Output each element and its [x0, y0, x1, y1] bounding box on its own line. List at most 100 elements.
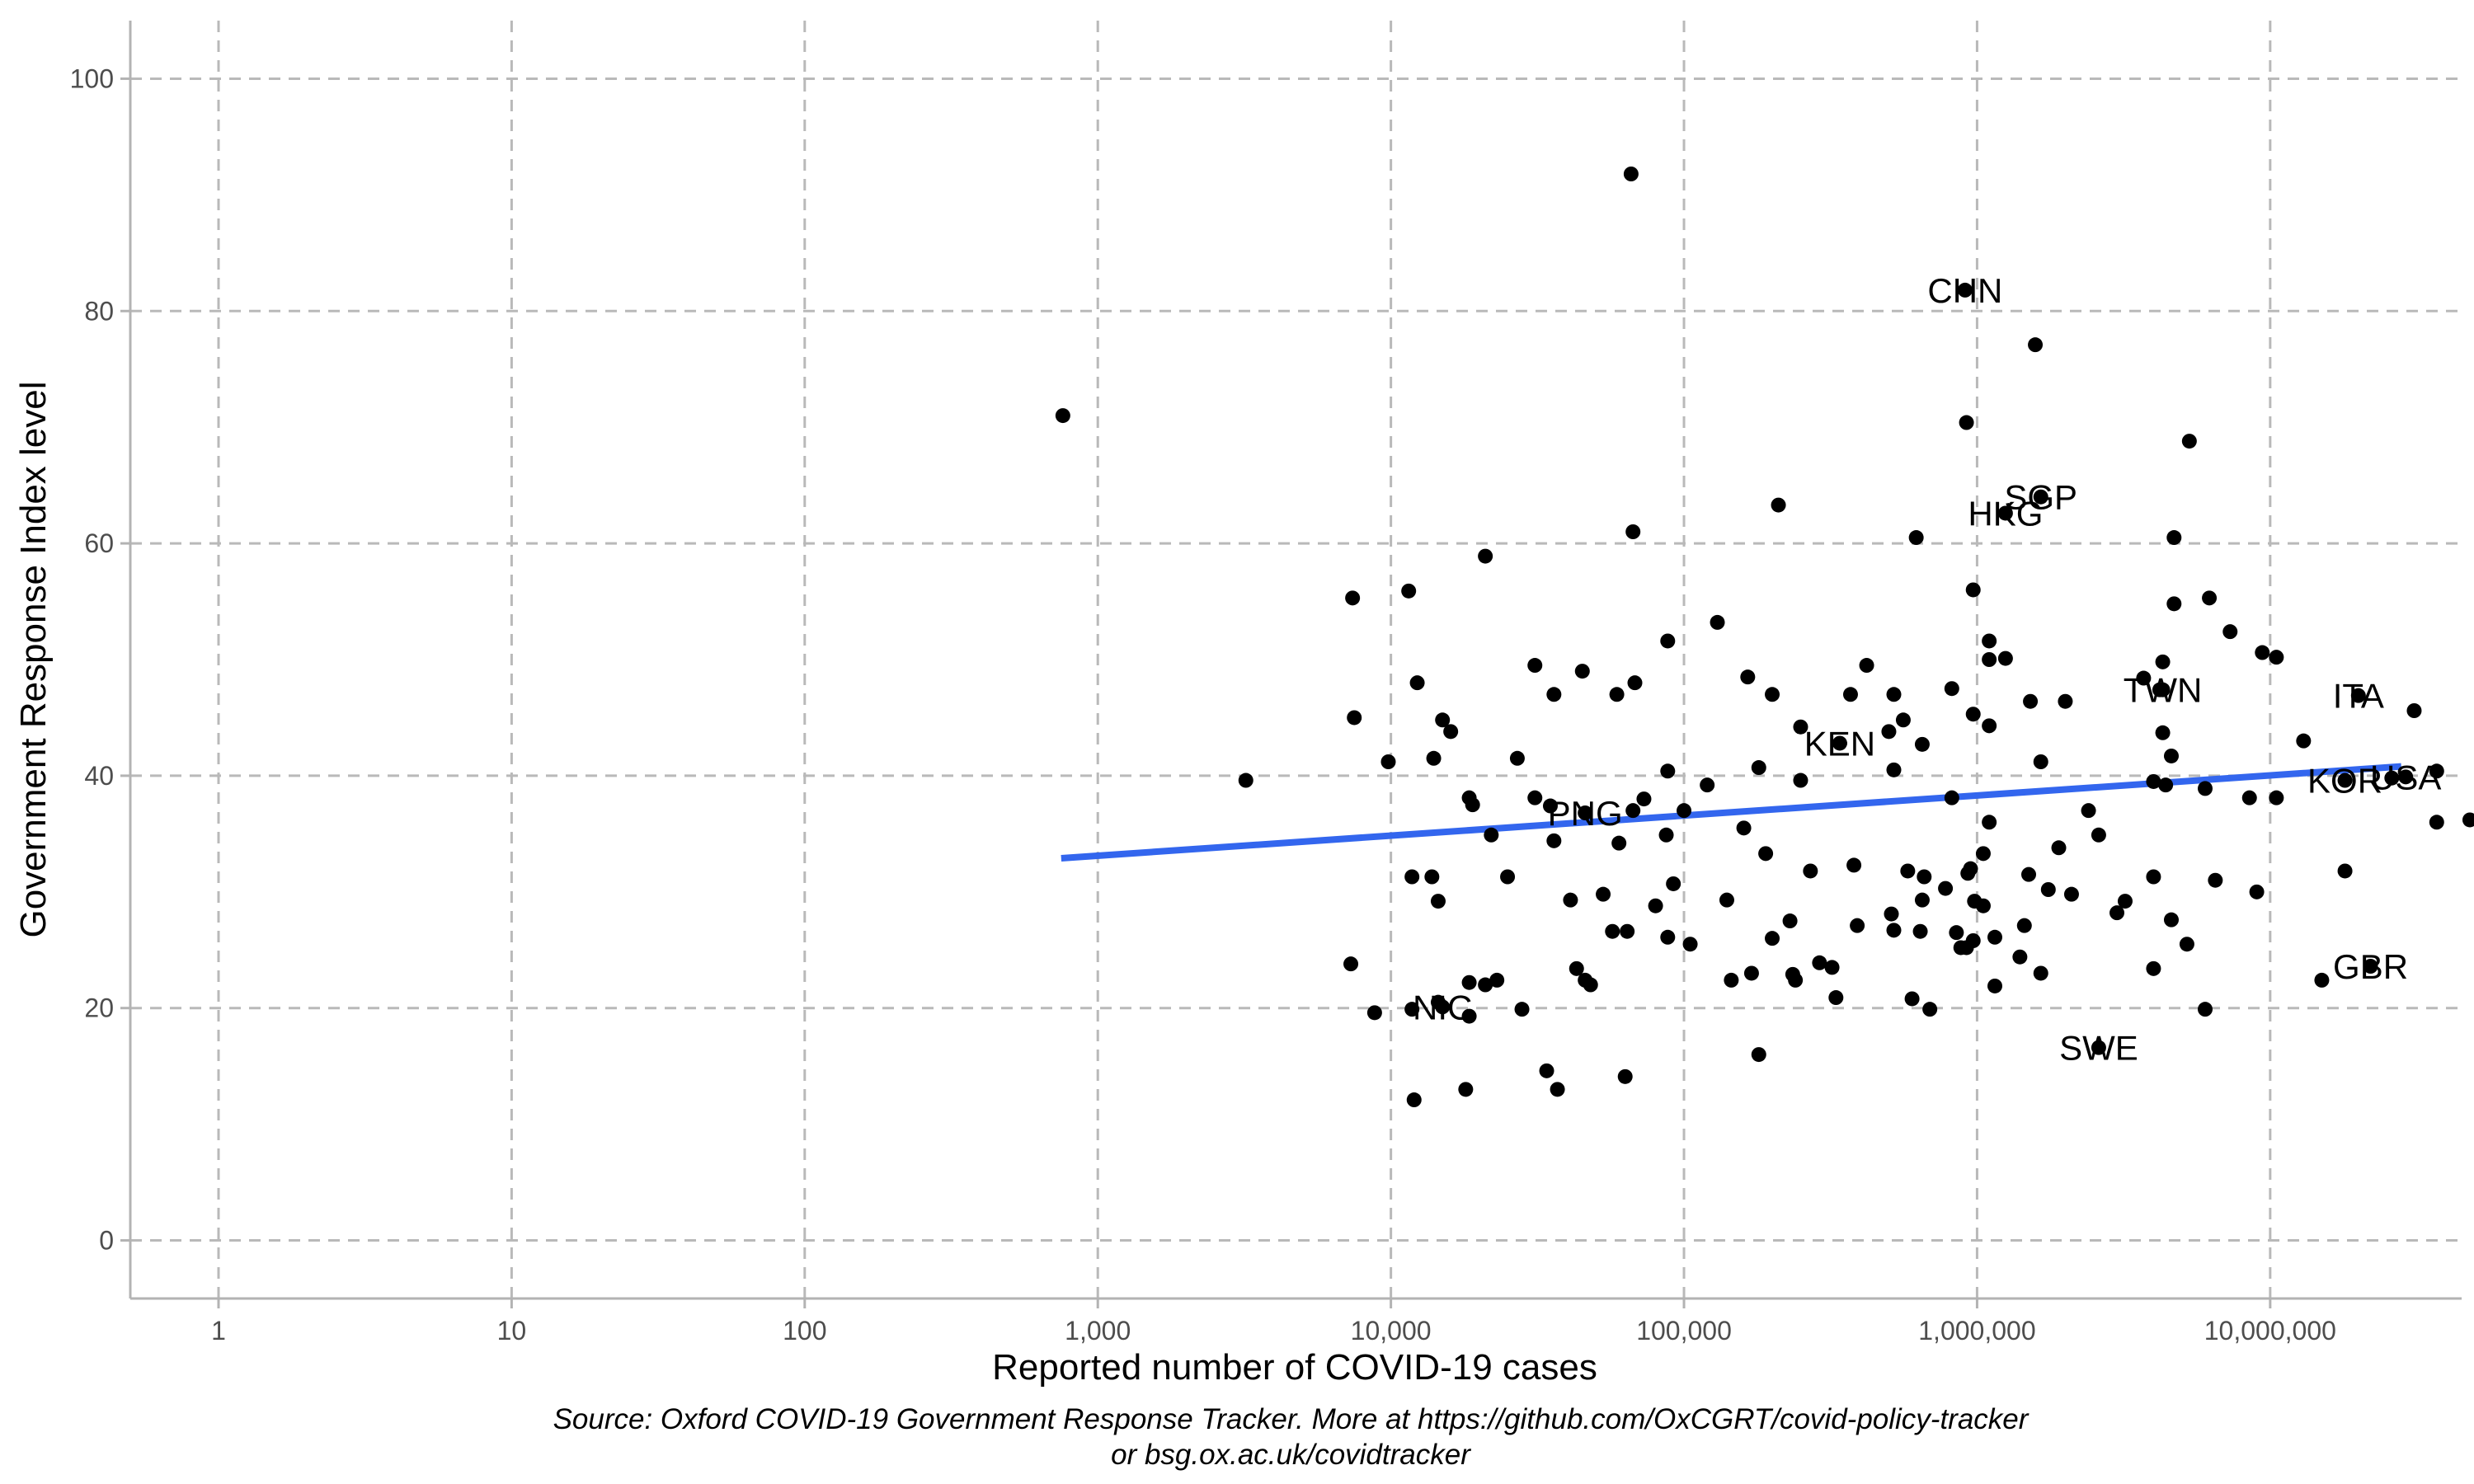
x-tick-label: 10: [497, 1316, 527, 1345]
y-axis-title: Government Response Index level: [13, 381, 54, 937]
data-point: [1426, 750, 1442, 766]
data-point: [1666, 876, 1681, 891]
data-point: [1636, 791, 1652, 807]
data-point: [1465, 797, 1480, 813]
x-tick-label: 1: [211, 1316, 226, 1345]
data-point: [2012, 949, 2028, 965]
x-tick-label: 100: [783, 1316, 826, 1345]
labeled-data-point: [2091, 1040, 2106, 1055]
data-point: [1751, 760, 1766, 776]
data-point: [2146, 869, 2161, 885]
data-point: [2202, 590, 2218, 606]
data-point: [1484, 827, 1499, 843]
data-point: [1740, 669, 1756, 685]
labeled-data-point: [1435, 999, 1451, 1015]
data-point: [1617, 1068, 1633, 1084]
data-point: [2146, 773, 2161, 789]
point-label-ita: ITA: [2333, 677, 2384, 716]
data-point: [1949, 925, 1964, 941]
data-point: [2269, 650, 2284, 665]
data-point: [1682, 937, 1698, 952]
data-point: [1550, 1082, 1565, 1097]
data-point: [2033, 965, 2048, 981]
point-label-hkg: HKG: [1968, 494, 2043, 533]
data-point: [1960, 866, 1976, 881]
data-point: [1489, 972, 1505, 988]
data-point: [1424, 869, 1440, 885]
y-tick-label: 20: [84, 993, 114, 1023]
data-point: [1700, 777, 1715, 793]
data-point: [1478, 977, 1493, 993]
y-tick-label: 100: [70, 63, 114, 93]
data-point: [1539, 1063, 1554, 1078]
data-point: [1430, 894, 1446, 909]
data-point: [2197, 1002, 2213, 1017]
data-point: [1975, 846, 1991, 862]
data-point: [1908, 530, 1924, 546]
data-point: [1660, 763, 1676, 779]
labeled-data-point: [1957, 282, 1973, 298]
data-point: [2197, 781, 2213, 796]
labeled-data-point: [2337, 773, 2353, 788]
data-point: [1758, 846, 1774, 862]
labeled-data-point: [1832, 735, 1847, 751]
x-axis-title: Reported number of COVID-19 cases: [992, 1347, 1597, 1388]
data-point: [1238, 773, 1253, 788]
data-point: [1660, 633, 1676, 649]
data-point: [1904, 991, 1920, 1007]
data-point: [1719, 892, 1734, 908]
data-point: [1765, 931, 1780, 946]
labeled-data-point: [2155, 682, 2171, 697]
data-point: [1409, 675, 1425, 691]
point-label-usa: USA: [2370, 758, 2441, 796]
data-point: [2462, 812, 2474, 828]
data-point: [2255, 645, 2270, 660]
data-point: [1765, 687, 1780, 702]
point-label-twn: TWN: [2124, 671, 2203, 710]
data-point: [1527, 658, 1543, 674]
data-point: [2166, 596, 2182, 612]
gridlines: [130, 21, 2462, 1298]
data-point: [1895, 712, 1911, 728]
data-point: [1404, 869, 1420, 885]
trend-line-group: [1061, 763, 2402, 862]
data-point: [1583, 977, 1598, 993]
data-point: [1900, 863, 1916, 879]
source-caption-line-2: or bsg.ox.ac.uk/covidtracker: [1111, 1439, 1471, 1471]
data-point: [1982, 815, 1997, 830]
data-point: [2040, 882, 2056, 897]
data-point: [2179, 937, 2194, 952]
data-point: [1627, 675, 1643, 691]
data-point: [1620, 923, 1635, 939]
data-point: [1846, 857, 1862, 873]
data-point: [1793, 773, 1808, 788]
data-point: [1922, 1002, 1938, 1017]
data-point: [1859, 658, 1874, 674]
point-label-png: PNG: [1548, 794, 1623, 833]
data-point: [2296, 733, 2312, 749]
data-point: [2136, 670, 2152, 686]
data-point: [1959, 415, 1974, 430]
data-point: [2063, 886, 2079, 902]
data-point: [1914, 736, 1930, 752]
data-point: [1458, 1082, 1474, 1097]
data-point: [1944, 681, 1959, 697]
data-point: [2384, 770, 2400, 786]
data-points: [1055, 167, 2474, 1108]
data-point: [2021, 866, 2037, 882]
x-tick-label: 1,000,000: [1918, 1316, 2035, 1345]
data-point: [1443, 724, 1459, 740]
data-point: [1609, 687, 1625, 702]
data-point: [1345, 590, 1361, 606]
data-point: [1959, 940, 1974, 956]
point-label-nic: NIC: [1413, 988, 1472, 1026]
data-point: [1965, 707, 1981, 722]
point-label-chn: CHN: [1927, 271, 2002, 310]
data-point: [2051, 840, 2067, 856]
data-point: [1987, 929, 2003, 945]
data-point: [1842, 687, 1858, 702]
y-tick-label: 80: [84, 296, 114, 326]
tick-labels: 0 20 40 60 80 100 1 10 100 1,000 10,000 100,000 1,00…: [70, 63, 2336, 1345]
data-point: [1917, 869, 1932, 885]
data-point: [2158, 777, 2174, 793]
